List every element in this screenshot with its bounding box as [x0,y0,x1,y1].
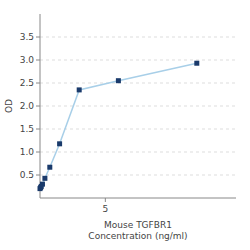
marker [42,176,47,181]
marker [57,141,62,146]
x-tick [105,198,106,202]
x-axis-line [40,198,236,199]
grid-line [40,129,236,130]
y-tick-label: 2.5 [20,78,34,88]
chart: 0.5 1.0 1.5 2.0 2.5 3.0 3.5 5 Mouse TGFBR1Concen… [0,0,250,250]
marker [77,87,82,92]
marker [40,182,45,187]
grid-line [40,152,236,153]
grid-line [40,60,236,61]
y-tick-label: 0.5 [20,170,34,180]
axes: 0.5 1.0 1.5 2.0 2.5 3.0 3.5 5 [20,14,236,214]
grid-line [40,83,236,84]
x-tick-label: 5 [102,204,108,214]
grid-line [40,37,236,38]
x-axis-label-line: Mouse TGFBR1 [104,220,172,230]
y-tick [36,106,40,107]
y-tick [36,37,40,38]
y-tick [36,152,40,153]
marker [116,78,121,83]
y-axis-line [40,14,41,198]
y-tick [36,175,40,176]
y-axis-label: OD [4,99,14,113]
y-tick-label: 1.0 [20,147,35,157]
marker [194,61,199,66]
y-tick [36,129,40,130]
x-axis-label: Mouse TGFBR1Concentration (ng/ml) [88,220,187,241]
y-tick-label: 3.5 [20,32,34,42]
y-tick [36,60,40,61]
grid [40,37,236,175]
y-tick-label: 3.0 [20,55,35,65]
y-tick-label: 2.0 [20,101,35,111]
line [40,63,197,188]
y-tick [36,83,40,84]
y-tick-label: 1.5 [20,124,34,134]
grid-line [40,175,236,176]
x-axis-label-line: Concentration (ng/ml) [88,231,187,241]
marker [47,165,52,170]
data [38,61,200,191]
grid-line [40,106,236,107]
